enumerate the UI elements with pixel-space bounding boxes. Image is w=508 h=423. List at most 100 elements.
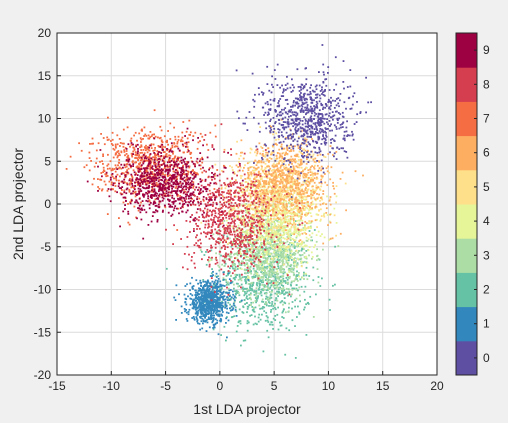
scatter-point: [262, 199, 265, 202]
scatter-point: [256, 284, 259, 287]
scatter-point: [287, 136, 289, 139]
scatter-point: [260, 201, 262, 204]
scatter-point: [249, 171, 251, 174]
scatter-point: [278, 291, 280, 293]
scatter-point: [242, 223, 245, 226]
scatter-point: [317, 258, 320, 260]
scatter-point: [294, 239, 297, 242]
scatter-point: [303, 86, 305, 88]
scatter-point: [312, 279, 315, 282]
scatter-point: [228, 209, 231, 212]
scatter-point: [218, 266, 221, 268]
scatter-point: [221, 293, 224, 295]
scatter-point: [297, 208, 300, 211]
scatter-point: [286, 278, 289, 281]
scatter-point: [201, 292, 204, 294]
scatter-point: [248, 270, 251, 273]
scatter-point: [309, 208, 312, 211]
scatter-point: [259, 183, 262, 185]
scatter-point: [288, 291, 291, 293]
scatter-point: [280, 236, 283, 239]
scatter-point: [290, 204, 293, 207]
scatter-point: [252, 301, 255, 304]
scatter-point: [252, 192, 255, 195]
scatter-point: [252, 227, 255, 230]
scatter-point: [335, 104, 338, 107]
scatter-point: [272, 245, 274, 247]
scatter-point: [267, 279, 270, 281]
scatter-point: [270, 91, 273, 94]
scatter-point: [309, 180, 312, 183]
scatter-point: [277, 244, 279, 247]
scatter-point: [212, 274, 214, 276]
scatter-point: [274, 198, 276, 201]
scatter-point: [269, 282, 271, 284]
scatter-point: [228, 241, 230, 244]
scatter-point: [284, 237, 286, 240]
scatter-point: [255, 211, 258, 214]
scatter-point: [260, 242, 262, 245]
scatter-point: [201, 311, 204, 314]
scatter-point: [292, 245, 295, 248]
scatter-point: [281, 255, 283, 257]
scatter-point: [301, 200, 303, 202]
scatter-point: [263, 223, 265, 225]
scatter-point: [285, 327, 288, 330]
scatter-point: [271, 303, 273, 305]
scatter-point: [258, 130, 261, 133]
scatter-point: [291, 158, 294, 161]
scatter-point: [221, 300, 223, 303]
scatter-point: [291, 212, 293, 215]
scatter-point: [221, 304, 224, 307]
scatter-point: [225, 339, 227, 342]
scatter-point: [262, 281, 264, 284]
scatter-point: [351, 103, 354, 106]
scatter-point: [240, 277, 243, 280]
scatter-point: [304, 149, 307, 152]
scatter-point: [237, 321, 240, 324]
scatter-point: [329, 178, 332, 181]
scatter-point: [314, 173, 317, 176]
scatter-point: [270, 276, 272, 278]
scatter-point: [285, 250, 288, 252]
scatter-point: [304, 231, 306, 234]
scatter-point: [260, 307, 263, 310]
scatter-point: [281, 164, 284, 167]
scatter-point: [306, 89, 309, 92]
scatter-point: [265, 252, 268, 254]
scatter-point: [318, 209, 320, 212]
scatter-point: [307, 303, 310, 305]
scatter-point: [244, 291, 246, 293]
scatter-point: [222, 290, 225, 293]
scatter-point: [202, 305, 204, 308]
scatter-point: [295, 276, 297, 279]
scatter-point: [303, 195, 306, 198]
scatter-point: [244, 256, 247, 258]
scatter-point: [275, 206, 278, 209]
scatter-point: [258, 304, 261, 307]
scatter-point: [246, 211, 249, 214]
scatter-point: [300, 249, 303, 252]
scatter-point: [297, 233, 300, 236]
scatter-point: [268, 243, 271, 245]
scatter-point: [311, 127, 314, 130]
scatter-point: [280, 131, 283, 134]
scatter-point: [285, 265, 288, 268]
scatter-point: [199, 328, 201, 331]
scatter-point: [209, 275, 212, 277]
scatter-point: [316, 259, 318, 262]
scatter-point: [193, 298, 196, 301]
scatter-point: [310, 98, 313, 100]
scatter-point: [277, 189, 280, 192]
scatter-point: [302, 207, 304, 210]
scatter-point: [271, 239, 274, 241]
scatter-point: [271, 227, 274, 230]
scatter-point: [256, 219, 259, 221]
scatter-point: [267, 228, 269, 231]
scatter-point: [253, 256, 256, 259]
scatter-point: [259, 248, 262, 251]
scatter-point: [300, 108, 303, 111]
scatter-point: [271, 153, 274, 155]
scatter-point: [272, 307, 274, 310]
scatter-point: [305, 257, 308, 260]
